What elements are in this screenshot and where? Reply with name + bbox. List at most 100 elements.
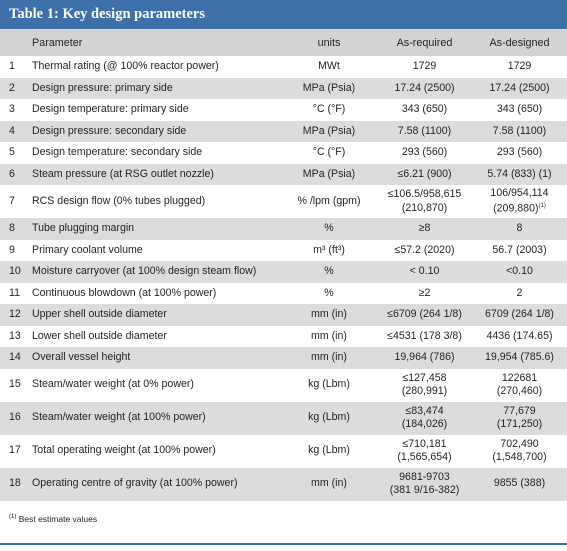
as-designed-value: 5.74 (833) (1) [487, 167, 552, 180]
row-as-designed: 4436 (174.65) [472, 326, 567, 348]
row-number: 13 [9, 329, 21, 342]
as-required-value: 1729 [412, 60, 437, 72]
as-designed-value: 293 (560) [496, 146, 543, 158]
header-row: Parameter units As-required As-designed [0, 29, 567, 56]
as-required-value: ≤6.21 (900) [397, 167, 452, 180]
as-required-value: ≤106.5/958,615 [387, 188, 462, 200]
row-units: MPa (Psia) [302, 124, 356, 137]
row-parameter: Operating centre of gravity (at 100% pow… [32, 477, 238, 490]
row-as-designed: 9855 (388) [472, 468, 567, 501]
row-parameter: Overall vessel height [32, 351, 131, 363]
row-units: mm (in) [311, 308, 347, 320]
row-number: 11 [9, 286, 20, 299]
as-designed-value: 19,954 (785.6) [485, 351, 554, 363]
row-as-required: ≥8 [377, 218, 472, 240]
row-number: 17 [9, 444, 21, 457]
as-designed-value: 2 [516, 286, 523, 299]
table-body: 1 Thermal rating (@ 100% reactor power) MW… [0, 56, 567, 501]
row-units: kg (Lbm) [308, 378, 350, 391]
table-row: 11 Continuous blowdown (at 100% power)% ≥2… [0, 282, 567, 305]
as-designed-value: 17.24 (2500) [489, 81, 550, 94]
row-as-required: ≤57.2 (2020) [377, 240, 472, 262]
row-parameter: Steam/water weight (at 0% power) [32, 378, 194, 391]
row-units: m³ (ft³) [313, 243, 345, 256]
row-units: mm (in) [311, 329, 347, 342]
as-designed-value: 7.58 (1100) [492, 124, 547, 137]
table-row: 4 Design pressure: secondary side MPa (Psi… [0, 120, 567, 143]
row-units: % [324, 265, 334, 277]
table-row: 8 Tube plugging margin% ≥8 8 [0, 218, 567, 240]
row-as-designed: 77,679 (171,250) [472, 402, 567, 435]
row-number: 6 [9, 167, 15, 180]
as-required-value: 17.24 (2500) [394, 81, 455, 94]
row-parameter: Tube plugging margin [32, 222, 135, 234]
table-row: 10 Moisture carryover (at 100% design ste… [0, 261, 567, 283]
as-designed-value-line2: (270,460) [496, 385, 543, 397]
table-title: Table 1: Key design parameters [0, 0, 567, 29]
row-as-designed: 122681 (270,460) [472, 369, 567, 402]
table-row: 1 Thermal rating (@ 100% reactor power) MW… [0, 56, 567, 78]
row-as-required: 7.58 (1100) [377, 121, 472, 143]
as-designed-value: 702,490 [500, 437, 539, 450]
row-number: 7 [9, 194, 15, 207]
row-parameter: Design pressure: secondary side [32, 124, 187, 137]
row-units: mm (in) [311, 351, 347, 363]
row-as-designed: 293 (560) [472, 142, 567, 164]
row-parameter: Total operating weight (at 100% power) [32, 444, 216, 457]
row-parameter: Steam pressure (at RSG outlet nozzle) [32, 167, 214, 180]
table-row: 2 Design pressure: primary side MPa (Psia)… [0, 77, 567, 100]
row-as-designed: 6709 (264 1/8) [472, 304, 567, 326]
row-parameter: Thermal rating (@ 100% reactor power) [32, 60, 219, 72]
as-designed-value-line2: (1,548,700) [492, 451, 547, 463]
row-units: MWt [318, 60, 340, 72]
row-as-designed: 2 [472, 283, 567, 305]
row-as-required: ≤6.21 (900) [377, 164, 472, 186]
row-number: 5 [9, 146, 15, 158]
as-required-value-line2: (210,870) [401, 201, 448, 214]
table-row: 3 Design temperature: primary side °C (°F)… [0, 99, 567, 121]
row-as-designed: 56.7 (2003) [472, 240, 567, 262]
footnote-text: Best estimate values [16, 513, 98, 524]
as-required-value-line2: (1,565,654) [397, 451, 452, 463]
table-row: 9 Primary coolant volume m³ (ft³) ≤57.2 (20… [0, 239, 567, 262]
row-units: % [324, 286, 334, 299]
row-as-designed: 5.74 (833) (1) [472, 164, 567, 186]
as-required-value: ≥2 [418, 286, 431, 299]
row-as-designed: 7.58 (1100) [472, 121, 567, 143]
row-parameter: Lower shell outside diameter [32, 329, 167, 342]
row-number: 9 [9, 243, 15, 256]
row-as-designed: 106/954,114 (209,880)(1) [472, 185, 567, 218]
row-as-designed: <0.10 [472, 261, 567, 283]
row-as-required: 19,964 (786) [377, 347, 472, 369]
row-units: kg (Lbm) [308, 444, 350, 457]
as-required-value: 293 (560) [401, 146, 448, 158]
table-row: 12 Upper shell outside diameter mm (in) ≤67… [0, 304, 567, 326]
as-required-value: ≤127,458 [402, 371, 447, 384]
table-row: 5 Design temperature: secondary side °C (°… [0, 142, 567, 164]
as-required-value: 7.58 (1100) [397, 124, 452, 137]
row-as-required: 293 (560) [377, 142, 472, 164]
footnote: (1) Best estimate values [0, 514, 567, 524]
as-required-value: 343 (650) [401, 103, 448, 115]
row-parameter: Design temperature: secondary side [32, 146, 203, 158]
row-as-required: ≤106.5/958,615 (210,870) [377, 185, 472, 218]
as-required-value-line2: (184,026) [401, 418, 448, 430]
row-number: 3 [9, 103, 15, 115]
row-parameter: Primary coolant volume [32, 243, 143, 256]
row-units: MPa (Psia) [302, 81, 356, 94]
as-required-value: < 0.10 [409, 265, 440, 277]
row-as-designed: 19,954 (785.6) [472, 347, 567, 369]
row-number: 1 [9, 60, 15, 72]
row-number: 4 [9, 124, 15, 137]
table-row: 17 Total operating weight (at 100% power)… [0, 434, 567, 468]
as-designed-value: 122681 [501, 371, 538, 384]
as-designed-value-line2: (171,250) [496, 418, 543, 430]
row-as-required: 17.24 (2500) [377, 78, 472, 100]
row-units: % [324, 222, 334, 234]
as-required-value: ≥8 [418, 222, 431, 234]
row-as-designed: 343 (650) [472, 99, 567, 121]
table-row: 14 Overall vessel height mm (in) 19,964 (78… [0, 347, 567, 369]
row-parameter: Moisture carryover (at 100% design steam… [32, 265, 257, 277]
as-required-value: ≤83,474 [405, 404, 444, 417]
